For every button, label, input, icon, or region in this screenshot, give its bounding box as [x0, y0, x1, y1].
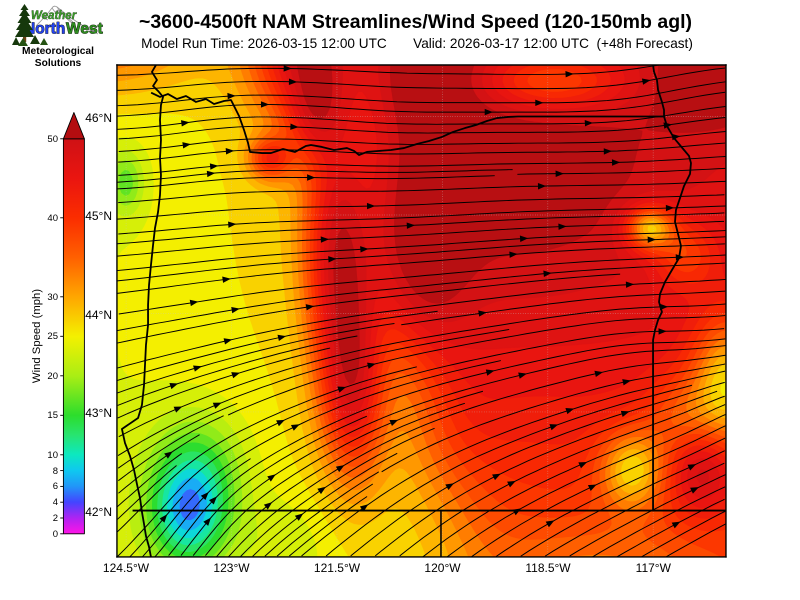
svg-text:West: West [66, 21, 103, 38]
svg-text:North: North [24, 21, 65, 38]
svg-text:Weather: Weather [31, 10, 77, 22]
